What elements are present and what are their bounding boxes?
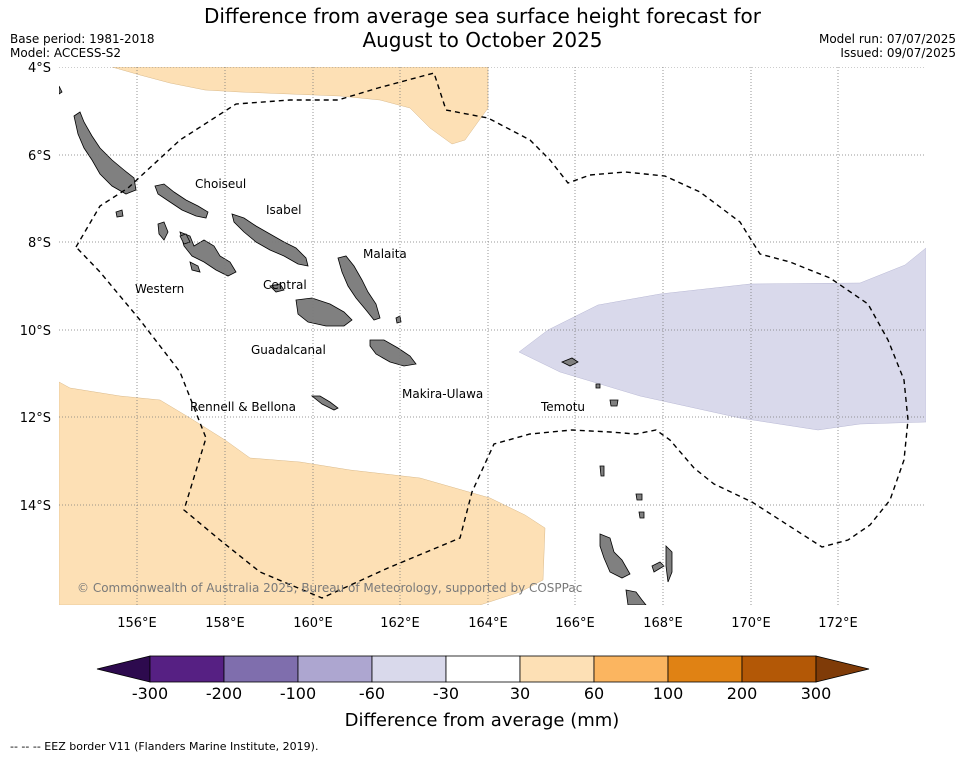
lat-label-10s: 10°S [20,324,51,339]
base-period: Base period: 1981-2018 [10,32,155,46]
island-kolombangara [179,233,191,245]
lat-label-8s: 8°S [28,236,51,251]
island-buka [59,85,63,95]
province-label-western: Western [135,282,184,296]
colorbar-arrow-low [96,655,151,683]
model-run: Model run: 07/07/2025 [818,32,956,46]
island-ulawa [395,315,402,324]
lon-label-158e: 158°E [205,616,245,631]
map-title-line1: Difference from average sea surface heig… [203,4,762,28]
lon-label-168e: 168°E [643,616,683,631]
island-florida [269,283,285,293]
province-label-central: Central [263,278,307,292]
anomaly-positive-southwest [59,381,546,605]
island-makira [369,339,417,367]
colorbar-tick-5: -30 [433,684,459,703]
lat-label-14s: 14°S [20,499,51,514]
island-pentecost [651,561,665,573]
lon-label-166e: 166°E [555,616,595,631]
lat-label-4s: 4°S [28,61,51,76]
colorbar-segment-6 [519,655,595,683]
anomaly-positive-north [111,67,489,145]
island-bougainville [73,111,137,195]
colorbar-arrow-high [815,655,870,683]
colorbar-segment-5 [445,655,521,683]
map-area: Choiseul Isabel Malaita Western Central … [59,67,926,605]
colorbar-tick-6: 30 [510,684,530,703]
latitude-axis: 4°S 6°S 8°S 10°S 12°S 14°S [20,61,51,514]
model-name: Model: ACCESS-S2 [10,46,122,60]
lon-label-162e: 162°E [380,616,420,631]
island-vella [157,221,169,241]
colorbar-tick-3: -100 [280,684,316,703]
island-isabel [231,213,309,267]
colorbar-segment-9 [741,655,817,683]
copyright-credit: © Commonwealth of Australia 2025, Bureau… [77,581,582,595]
colorbar-tick-9: 200 [727,684,758,703]
colorbar-segment-4 [371,655,447,683]
colorbar-segment-7 [593,655,669,683]
island-guadalcanal [295,297,353,327]
lat-label-6s: 6°S [28,149,51,164]
island-maewo [665,545,673,583]
anomaly-negative-east [518,247,926,431]
island-rennell [310,395,339,411]
colorbar-tick-4: -60 [359,684,385,703]
lon-label-156e: 156°E [117,616,157,631]
eez-footnote: -- -- -- EEZ border V11 (Flanders Marine… [10,740,319,753]
colorbar-segment-8 [667,655,743,683]
eez-border [75,72,909,599]
colorbar-segment-2 [223,655,299,683]
lon-label-160e: 160°E [293,616,333,631]
island-santa-cruz [561,357,579,367]
colorbar-tick-1: -300 [132,684,168,703]
colorbar-segment-1 [149,655,225,683]
island-new-georgia [179,231,237,277]
island-vanikoro [609,399,619,407]
province-label-choiseul: Choiseul [195,177,246,191]
colorbar-tick-7: 60 [584,684,604,703]
gridlines [59,67,926,605]
island-malekula [625,589,647,605]
province-label-isabel: Isabel [266,203,301,217]
province-label-makira: Makira-Ulawa [402,387,483,401]
island-malaita [337,255,381,321]
province-label-guadalcanal: Guadalcanal [251,343,326,357]
issued-date: Issued: 09/07/2025 [840,46,956,60]
land-masses [59,85,673,605]
island-rendova [189,261,201,273]
colorbar-segment-3 [297,655,373,683]
province-label-temotu: Temotu [540,400,585,414]
colorbar-tick-10: 300 [801,684,832,703]
lon-label-172e: 172°E [818,616,858,631]
province-label-malaita: Malaita [363,247,407,261]
province-label-rennell: Rennell & Bellona [190,400,296,414]
island-small-b [595,383,601,389]
island-espiritu-santo [599,533,631,579]
colorbar-tick-8: 100 [653,684,684,703]
longitude-axis: 156°E 158°E 160°E 162°E 164°E 166°E 168°… [117,616,858,631]
island-choiseul [154,183,209,219]
lat-label-12s: 12°S [20,411,51,426]
map-title-line2: August to October 2025 [362,28,603,52]
lon-label-164e: 164°E [468,616,508,631]
colorbar-tick-2: -200 [206,684,242,703]
colorbar-title: Difference from average (mm) [345,710,620,731]
island-banks [635,493,643,501]
island-shortland [115,209,124,218]
island-small-a [638,511,645,519]
island-torres [599,465,605,477]
colorbar: -300 -200 -100 -60 -30 30 60 100 200 300… [96,655,870,731]
lon-label-170e: 170°E [731,616,771,631]
